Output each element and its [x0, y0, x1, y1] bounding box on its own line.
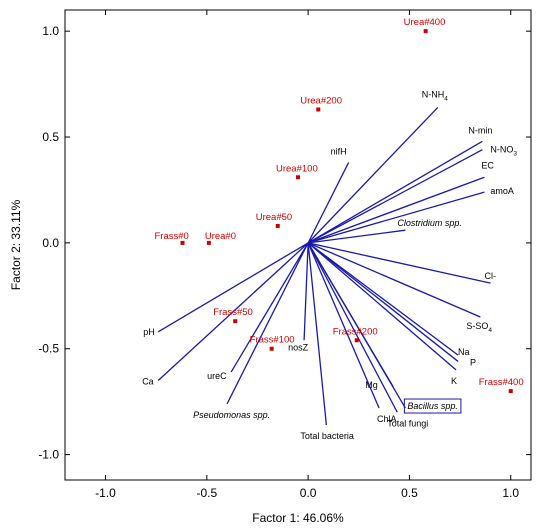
observation-point	[275, 223, 280, 228]
vector-line	[307, 242, 491, 284]
vector-label: ureC	[207, 371, 227, 381]
vector-line	[303, 242, 309, 341]
x-tick-label: -1.0	[95, 486, 116, 500]
vector-line	[307, 140, 483, 244]
observation-point	[233, 319, 238, 324]
vector-label: Bacillus spp.	[407, 401, 458, 411]
vector-line	[307, 242, 459, 362]
vector-line	[307, 149, 483, 244]
x-tick-label: -0.5	[196, 486, 217, 500]
y-tick-label: 0.0	[42, 236, 59, 250]
vector-label: Ca	[142, 376, 154, 386]
highlight-box	[403, 398, 462, 414]
observation-point	[206, 240, 211, 245]
vector-line	[230, 242, 309, 373]
observation-point	[423, 29, 428, 34]
vector-label: Clostridium spp.	[397, 218, 462, 228]
x-tick-label: 1.0	[502, 486, 519, 500]
y-tick-label: 0.5	[42, 130, 59, 144]
observation-point	[316, 107, 321, 112]
observation-label: Urea#100	[276, 163, 318, 174]
observation-label: Frass#0	[155, 231, 189, 242]
vector-label: P	[470, 357, 476, 367]
vector-line	[307, 242, 459, 356]
observation-point	[296, 175, 300, 180]
vector-label: N-min	[468, 125, 492, 135]
observation-label: Urea#0	[205, 231, 236, 242]
vector-label: Mg	[365, 380, 378, 390]
vector-line	[307, 242, 481, 318]
vector-label: N-NH4	[422, 89, 449, 102]
observation-point	[269, 346, 274, 351]
observation-label: Frass#200	[333, 326, 378, 337]
vector-label: Total bacteria	[300, 431, 354, 441]
plot-frame	[64, 9, 532, 481]
vector-label: pH	[143, 327, 155, 337]
observation-points: Urea#400 Urea#200 Urea#100 Urea#50 Frass#0 Ur…	[155, 17, 524, 394]
observation-label: Frass#100	[250, 335, 295, 346]
vector-line	[307, 242, 406, 409]
vector-line	[307, 106, 439, 244]
vector-line	[157, 242, 309, 333]
loading-vectors: N-NH4 N-min N-NO3 EC amoA nifH Clostridium spp…	[142, 89, 517, 441]
vector-line	[307, 242, 457, 371]
vector-label: EC	[481, 160, 494, 170]
observation-label: Urea#50	[256, 212, 292, 223]
vector-label: S-SO4	[466, 321, 492, 334]
vector-line	[226, 242, 309, 405]
observation-label: Urea#400	[404, 17, 446, 28]
vector-label: nifH	[331, 146, 347, 156]
vector-label: K	[451, 376, 457, 386]
y-tick-label: -1.0	[38, 448, 59, 462]
vector-line	[157, 242, 309, 381]
vector-line	[307, 242, 328, 426]
observation-label: Urea#200	[300, 96, 342, 107]
vector-line	[307, 176, 485, 244]
y-tick-label: 1.0	[42, 24, 59, 38]
x-tick-label: 0.0	[300, 486, 317, 500]
axis-ticks: -1.0 -0.5 0.0 0.5 1.0 1.0 0.5 0.0 -0.5 -1.0	[38, 10, 531, 500]
vector-label: ChlA	[377, 414, 397, 424]
vector-label: Pseudomonas spp.	[193, 410, 270, 420]
y-axis-label: Factor 2: 33.11%	[9, 199, 23, 290]
observation-label: Frass#50	[213, 307, 253, 318]
observation-point	[180, 240, 185, 245]
vector-label: amoA	[490, 186, 514, 196]
vector-line	[307, 191, 485, 244]
x-tick-label: 0.5	[401, 486, 418, 500]
x-axis-label: Factor 1: 46.06%	[252, 511, 344, 525]
observation-point	[354, 338, 359, 343]
y-tick-label: -0.5	[38, 342, 59, 356]
vector-line	[308, 229, 406, 244]
vector-label: Total fungi	[387, 418, 428, 428]
vector-line	[307, 242, 380, 409]
observation-label: Frass#400	[479, 377, 524, 388]
vector-label: N-NO3	[490, 145, 517, 158]
vector-label: Cl-	[484, 271, 496, 281]
vector-line	[307, 242, 398, 413]
vector-line	[307, 162, 350, 244]
vector-label: Na	[458, 347, 470, 357]
vector-label: nosZ	[288, 342, 309, 352]
observation-point	[508, 389, 513, 394]
